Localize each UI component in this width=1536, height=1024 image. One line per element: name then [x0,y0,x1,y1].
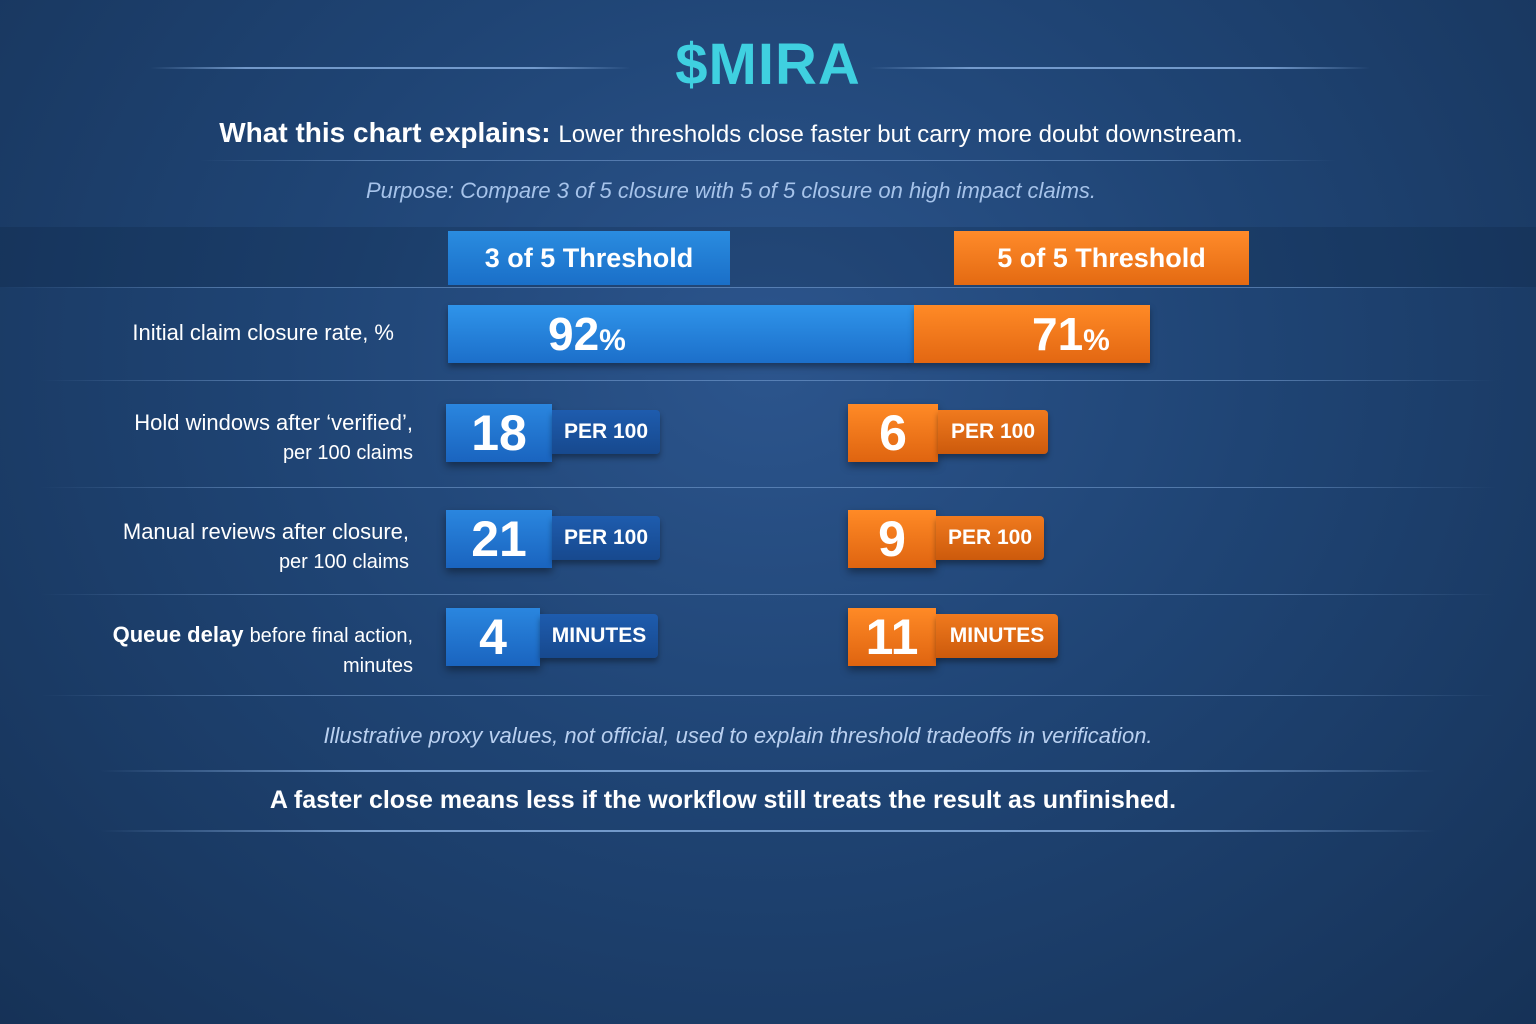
footer-rule-top [100,770,1436,772]
row4-label-rest: before final action, [249,625,413,647]
header-rule [0,287,1536,288]
manual-reviews-value-b: 9 [848,510,936,568]
closure-rate-a-number: 92 [548,308,600,360]
hold-windows-unit-b: PER 100 [938,410,1048,454]
hold-windows-value-a: 18 [446,404,552,462]
queue-delay-value-b: 11 [848,608,936,666]
title-rule-left [150,67,630,69]
brand-title: $MIRA [675,32,861,97]
row2-rule [40,487,1496,488]
subtitle-text: Lower thresholds close faster but carry … [558,121,1243,148]
row4-label-line1: Queue delay before final action, [60,620,413,651]
title-rule-right [870,67,1370,69]
hold-windows-unit-a: PER 100 [552,410,660,454]
row2-label-line1: Hold windows after ‘verified’, [134,410,413,435]
subtitle-rule [200,160,1336,161]
manual-reviews-unit-b: PER 100 [936,516,1044,560]
subtitle-lead: What this chart explains: [219,117,551,148]
row2-label-line2: per 100 claims [282,442,413,464]
row3-label-line1: Manual reviews after closure, [122,519,409,544]
queue-delay-value-a: 4 [446,608,540,666]
closure-rate-bar-b [914,305,1150,363]
row4-label-bold: Queue delay [112,622,244,647]
row3-rule [40,594,1496,595]
footnote: Illustrative proxy values, not official,… [323,723,1153,748]
hold-windows-value-b: 6 [848,404,938,462]
row3-label: Manual reviews after closure, per 100 cl… [60,517,409,577]
chart-subtitle: What this chart explains: Lower threshol… [0,114,1462,154]
closure-rate-value-b: 71% [1032,305,1110,363]
header-band [0,227,1536,287]
queue-delay-unit-a: MINUTES [540,614,658,658]
takeaway: A faster close means less if the workflo… [269,786,1177,814]
row2-label: Hold windows after ‘verified’, per 100 c… [60,408,413,468]
manual-reviews-unit-a: PER 100 [552,516,660,560]
closure-rate-bar-a [448,305,914,363]
closure-rate-b-pct: % [1083,324,1110,357]
closure-rate-a-pct: % [599,324,626,357]
closure-rate-b-number: 71 [1032,308,1084,360]
closure-rate-value-a: 92% [548,305,626,363]
footer-rule-bottom [100,830,1436,832]
threshold-a-header: 3 of 5 Threshold [448,231,730,285]
row1-rule [40,380,1496,381]
row4-label: Queue delay before final action, minutes [60,620,413,681]
row4-label-line2: minutes [342,655,413,677]
threshold-b-header: 5 of 5 Threshold [954,231,1249,285]
manual-reviews-value-a: 21 [446,510,552,568]
purpose-text: Purpose: Compare 3 of 5 closure with 5 o… [365,178,1097,203]
row3-label-line2: per 100 claims [278,551,409,573]
row1-label: Initial claim closure rate, % [60,318,394,348]
row4-rule [40,695,1496,696]
row1-label-text: Initial claim closure rate, % [132,320,394,345]
queue-delay-unit-b: MINUTES [936,614,1058,658]
